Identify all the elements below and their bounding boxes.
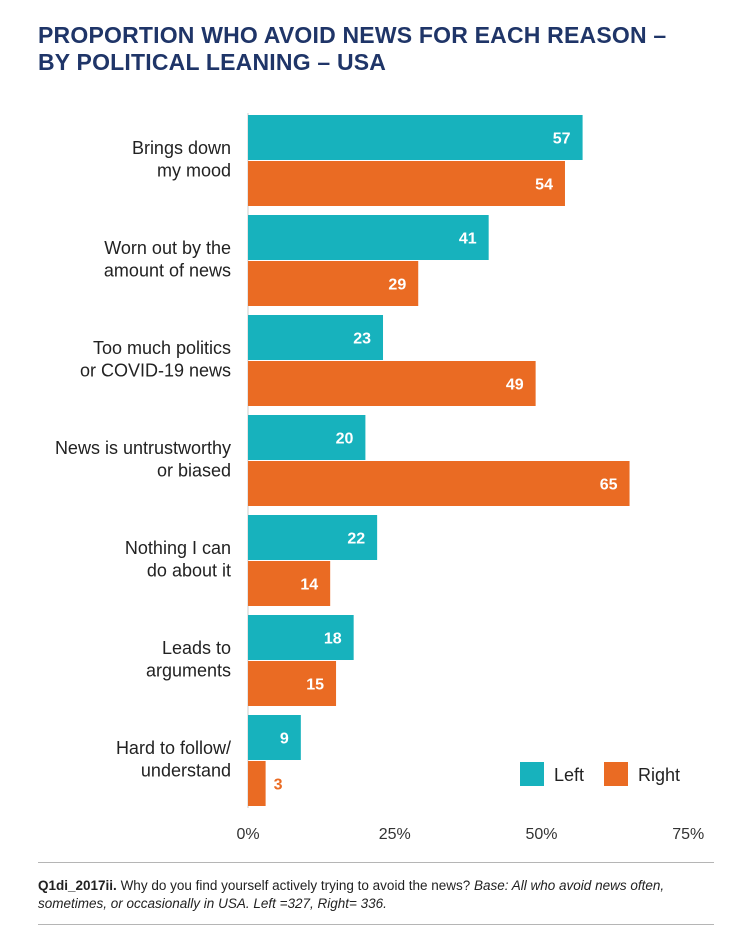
category-label-line: understand: [141, 760, 231, 780]
x-tick-label: 25%: [379, 826, 411, 843]
value-label-right: 15: [306, 677, 324, 694]
category-label: News is untrustworthy or biased: [55, 438, 231, 481]
value-label-left: 20: [336, 431, 354, 448]
category-label-line: News is untrustworthy: [55, 438, 231, 458]
category-label-line: do about it: [147, 560, 231, 580]
bar-right: [248, 561, 331, 606]
bar-right: [248, 161, 565, 206]
footnote-base: Base: All who avoid news often, sometime…: [38, 878, 665, 911]
category-label: Nothing I can do about it: [125, 538, 231, 581]
bar-chart: Brings down my mood 57 54 Worn out by the amo…: [55, 113, 704, 843]
bar-right: [248, 761, 266, 806]
bar-left: [248, 615, 354, 660]
category-label: Worn out by the amount of news: [104, 238, 231, 280]
category-label-line: amount of news: [104, 260, 231, 280]
bar-right: [248, 361, 536, 406]
value-label-right: 3: [274, 777, 283, 794]
chart-title-line-2: BY POLITICAL LEANING – USA: [38, 49, 387, 75]
value-label-left: 23: [353, 331, 371, 348]
category-label-line: or biased: [157, 460, 231, 480]
value-label-right: 49: [506, 377, 524, 394]
bar-left: [248, 115, 583, 160]
category-label-line: Too much politics: [93, 338, 231, 358]
category-label-line: or COVID-19 news: [80, 360, 231, 380]
bar-left: [248, 715, 301, 760]
category-label-line: Worn out by the: [104, 238, 231, 258]
value-label-left: 22: [347, 531, 365, 548]
bar-left: [248, 515, 378, 560]
category-label: Too much politics or COVID-19 news: [80, 338, 231, 381]
value-label-right: 65: [600, 477, 618, 494]
legend-swatch-right: [604, 762, 628, 786]
category-label: Leads to arguments: [146, 638, 231, 681]
category-label-line: Nothing I can: [125, 538, 231, 558]
chart-title-line-1: PROPORTION WHO AVOID NEWS FOR EACH REASO…: [38, 22, 667, 48]
value-label-left: 57: [553, 131, 571, 148]
category-label-line: Brings down: [132, 138, 231, 158]
footnote: Q1di_2017ii. Why do you find yourself ac…: [38, 862, 714, 913]
category-label-line: Leads to: [162, 638, 231, 658]
value-label-right: 14: [300, 577, 318, 594]
value-label-right: 54: [535, 177, 553, 194]
bar-left: [248, 215, 489, 260]
category-label: Brings down my mood: [132, 138, 231, 181]
x-tick-label: 75%: [672, 826, 704, 843]
bar-right: [248, 261, 419, 306]
value-label-left: 18: [324, 631, 342, 648]
legend-swatch-left: [520, 762, 544, 786]
footnote-question-text: Why do you find yourself actively trying…: [116, 878, 474, 893]
x-tick-label: 50%: [525, 826, 557, 843]
legend-label-left: Left: [554, 765, 584, 785]
bar-right: [248, 661, 337, 706]
category-label-line: my mood: [157, 160, 231, 180]
value-label-right: 29: [388, 277, 406, 294]
value-label-left: 41: [459, 231, 477, 248]
bar-right: [248, 461, 630, 506]
category-label-line: arguments: [146, 660, 231, 680]
category-label-line: Hard to follow/: [116, 738, 231, 758]
value-label-left: 9: [280, 731, 289, 748]
bottom-divider: [38, 924, 714, 925]
category-label: Hard to follow/understand: [116, 738, 231, 781]
bar-left: [248, 415, 366, 460]
chart-title: PROPORTION WHO AVOID NEWS FOR EACH REASO…: [38, 22, 718, 76]
legend-label-right: Right: [638, 765, 680, 785]
bar-left: [248, 315, 384, 360]
x-tick-label: 0%: [236, 826, 259, 843]
footnote-question-id: Q1di_2017ii.: [38, 878, 117, 893]
